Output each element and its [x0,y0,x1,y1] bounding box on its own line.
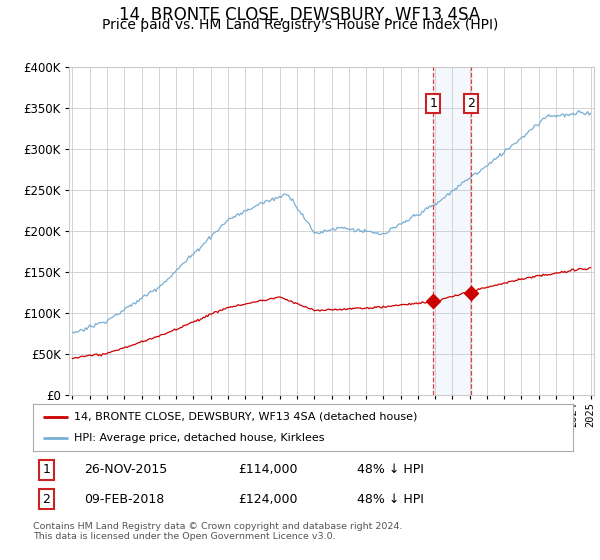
Text: HPI: Average price, detached house, Kirklees: HPI: Average price, detached house, Kirk… [74,433,324,444]
Text: 2: 2 [43,493,50,506]
Text: 14, BRONTE CLOSE, DEWSBURY, WF13 4SA (detached house): 14, BRONTE CLOSE, DEWSBURY, WF13 4SA (de… [74,412,417,422]
Text: 09-FEB-2018: 09-FEB-2018 [84,493,164,506]
Text: 14, BRONTE CLOSE, DEWSBURY, WF13 4SA: 14, BRONTE CLOSE, DEWSBURY, WF13 4SA [119,6,481,24]
Text: 1: 1 [430,97,437,110]
Text: 48% ↓ HPI: 48% ↓ HPI [357,463,424,476]
Text: 2: 2 [467,97,475,110]
Text: Price paid vs. HM Land Registry's House Price Index (HPI): Price paid vs. HM Land Registry's House … [102,18,498,32]
Text: 26-NOV-2015: 26-NOV-2015 [84,463,167,476]
Bar [433,67,472,395]
Text: £124,000: £124,000 [238,493,298,506]
Text: £114,000: £114,000 [238,463,298,476]
Text: 1: 1 [43,463,50,476]
Text: Contains HM Land Registry data © Crown copyright and database right 2024.
This d: Contains HM Land Registry data © Crown c… [33,522,403,542]
Text: 48% ↓ HPI: 48% ↓ HPI [357,493,424,506]
